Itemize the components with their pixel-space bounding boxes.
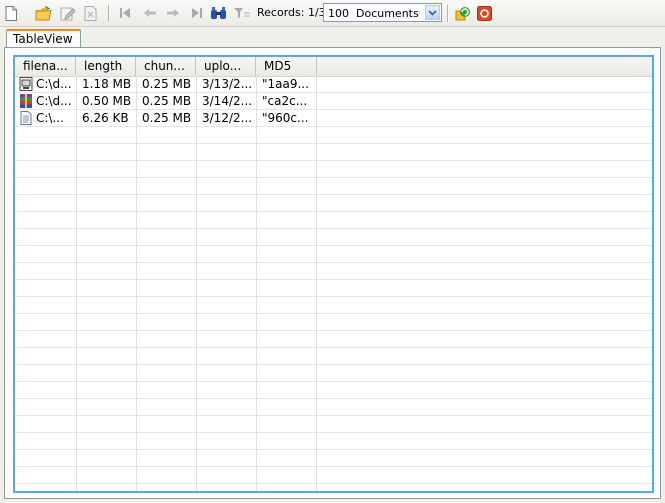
empty-table-row [15,229,652,246]
table-header: filena... length chun... uplo... MD5 [15,57,652,77]
cell-length: 1.18 MB [82,77,132,91]
cell-filename: C:\... [36,111,64,125]
stop-icon[interactable] [476,5,492,21]
column-divider [76,76,77,491]
empty-table-row [15,450,652,467]
empty-table-row [15,178,652,195]
next-record-icon[interactable] [165,5,181,21]
tab-label: TableView [13,32,73,46]
empty-table-row [15,127,652,144]
cell-md5: "960c... [262,111,309,125]
documents-page-size-select[interactable]: 100 Documents [323,3,442,22]
cell-upload-date: 3/12/2... [202,111,253,125]
toolbar: Records: 1/3 100 Documents [0,0,665,27]
empty-table-row [15,467,652,484]
cell-filename: C:\d... [36,77,72,91]
cell-length: 0.50 MB [82,94,132,108]
tab-tableview[interactable]: TableView [6,29,81,48]
empty-table-row [15,348,652,365]
last-record-icon[interactable] [190,5,204,21]
cell-md5: "ca2c... [262,94,308,108]
empty-table-row [15,246,652,263]
column-divider [256,76,257,491]
cell-upload-date: 3/13/2... [202,77,253,91]
empty-table-row [15,331,652,348]
empty-table-row [15,416,652,433]
empty-table-row [15,314,652,331]
cell-filename: C:\d... [36,94,72,108]
empty-table-row [15,365,652,382]
table-view-panel: filena... length chun... uplo... MD5 C:\… [4,47,661,499]
empty-table-row [15,280,652,297]
records-count: Records: 1/3 [257,6,326,19]
empty-table-row [15,433,652,450]
delete-icon[interactable] [83,5,97,21]
empty-table-row [15,399,652,416]
disk-image-file-icon [19,77,33,91]
table-row[interactable]: C:\d... 0.50 MB 0.25 MB 3/14/2... "ca2c... [15,93,652,110]
first-record-icon[interactable] [118,5,132,21]
cell-upload-date: 3/14/2... [202,94,253,108]
filter-icon[interactable] [233,5,251,21]
new-document-icon[interactable] [4,5,18,21]
column-header-chunk-size[interactable]: chun... [136,57,196,76]
select-value: 100 Documents [328,7,419,20]
cell-chunk-size: 0.25 MB [142,77,192,91]
column-divider [136,76,137,491]
refresh-icon[interactable] [453,5,471,21]
column-divider [196,76,197,491]
empty-table-row [15,382,652,399]
text-file-icon [19,111,33,125]
column-header-md5[interactable]: MD5 [256,57,317,76]
cell-md5: "1aa9... [262,77,309,91]
table-row[interactable]: C:\d... 1.18 MB 0.25 MB 3/13/2... "1aa9... [15,76,652,93]
empty-table-row [15,195,652,212]
empty-table-row [15,263,652,280]
edit-icon[interactable] [60,5,76,21]
empty-table-row [15,161,652,178]
empty-table-row [15,297,652,314]
prev-record-icon[interactable] [142,5,158,21]
chevron-down-icon[interactable] [425,5,440,20]
archive-file-icon [19,94,33,108]
column-header-upload-date[interactable]: uplo... [196,57,256,76]
column-header-filename[interactable]: filena... [15,57,76,76]
open-folder-icon[interactable] [35,5,53,21]
cell-chunk-size: 0.25 MB [142,94,192,108]
documents-table: filena... length chun... uplo... MD5 C:\… [13,55,654,493]
cell-length: 6.26 KB [82,111,129,125]
empty-table-row [15,484,652,491]
cell-chunk-size: 0.25 MB [142,111,192,125]
empty-table-row [15,212,652,229]
table-row[interactable]: C:\... 6.26 KB 0.25 MB 3/12/2... "960c... [15,110,652,127]
column-header-length[interactable]: length [76,57,136,76]
column-divider [316,76,317,491]
empty-table-row [15,144,652,161]
find-icon[interactable] [209,5,227,21]
